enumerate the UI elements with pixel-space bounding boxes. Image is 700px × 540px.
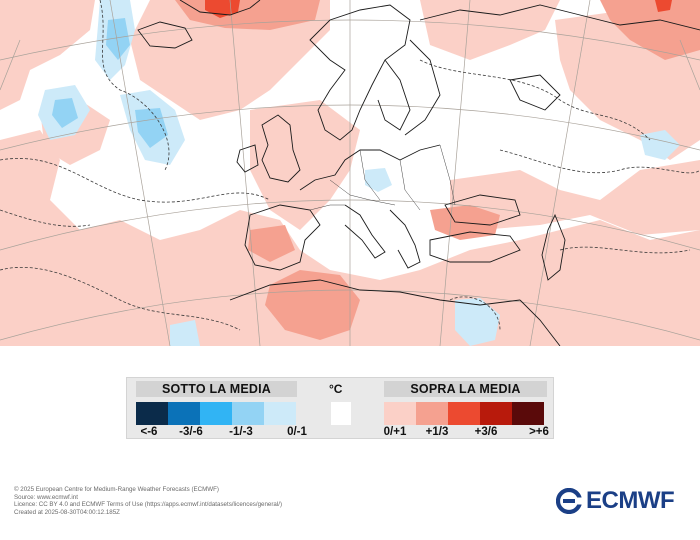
above-tick-3: +3/6 bbox=[474, 426, 498, 438]
ecmwf-logo: ECMWF bbox=[555, 487, 690, 515]
below-tick-1: <-6 bbox=[140, 426, 158, 438]
above-swatch-3 bbox=[448, 402, 480, 425]
credit-line: Created at 2025-08-30T04:00:12.185Z bbox=[14, 508, 120, 516]
credit-line: © 2025 European Centre for Medium-Range … bbox=[14, 486, 219, 493]
above-swatch-2 bbox=[416, 402, 448, 425]
credits: © 2025 European Centre for Medium-Range … bbox=[14, 486, 282, 516]
color-legend: SOTTO LA MEDIA SOPRA LA MEDIA °C <-6 -3/-… bbox=[126, 377, 554, 439]
above-tick-1: 0/+1 bbox=[383, 426, 407, 438]
ecmwf-logo-text: ECMWF bbox=[586, 487, 675, 514]
below-swatch-3 bbox=[200, 402, 232, 425]
warm-anomaly-medium bbox=[175, 0, 700, 340]
below-swatch-4 bbox=[232, 402, 264, 425]
borders bbox=[309, 144, 456, 211]
below-tick-3: -1/-3 bbox=[229, 426, 253, 438]
ecmwf-logo-icon bbox=[555, 487, 586, 515]
above-tick-5: >+6 bbox=[529, 426, 549, 438]
below-tick-5: 0/-1 bbox=[287, 426, 307, 438]
neutral-swatch bbox=[331, 402, 351, 425]
graticule bbox=[0, 0, 700, 346]
credit-line: Source: www.ecmwf.int bbox=[14, 493, 78, 501]
below-average-title: SOTTO LA MEDIA bbox=[136, 381, 297, 397]
above-tick-2: +1/3 bbox=[425, 426, 449, 438]
anomaly-contours bbox=[0, 0, 700, 331]
above-swatch-4 bbox=[480, 402, 512, 425]
credit-line: Licence: CC BY 4.0 and ECMWF Terms of Us… bbox=[14, 501, 283, 509]
temperature-anomaly-map bbox=[0, 0, 700, 346]
below-tick-2: -3/-6 bbox=[179, 426, 203, 438]
above-average-title: SOPRA LA MEDIA bbox=[384, 381, 547, 397]
below-swatch-2 bbox=[168, 402, 200, 425]
below-swatch-5 bbox=[264, 402, 296, 425]
above-swatch-1 bbox=[384, 402, 416, 425]
above-swatch-5 bbox=[512, 402, 544, 425]
unit-label: °C bbox=[329, 382, 343, 396]
below-swatch-1 bbox=[136, 402, 168, 425]
